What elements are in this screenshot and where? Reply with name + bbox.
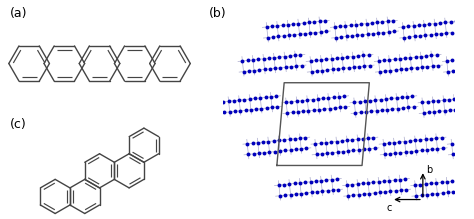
Text: (a): (a)	[9, 7, 27, 19]
Text: (b): (b)	[209, 7, 226, 19]
Text: b: b	[427, 165, 433, 175]
Text: (c): (c)	[9, 118, 26, 131]
Text: c: c	[386, 203, 392, 213]
